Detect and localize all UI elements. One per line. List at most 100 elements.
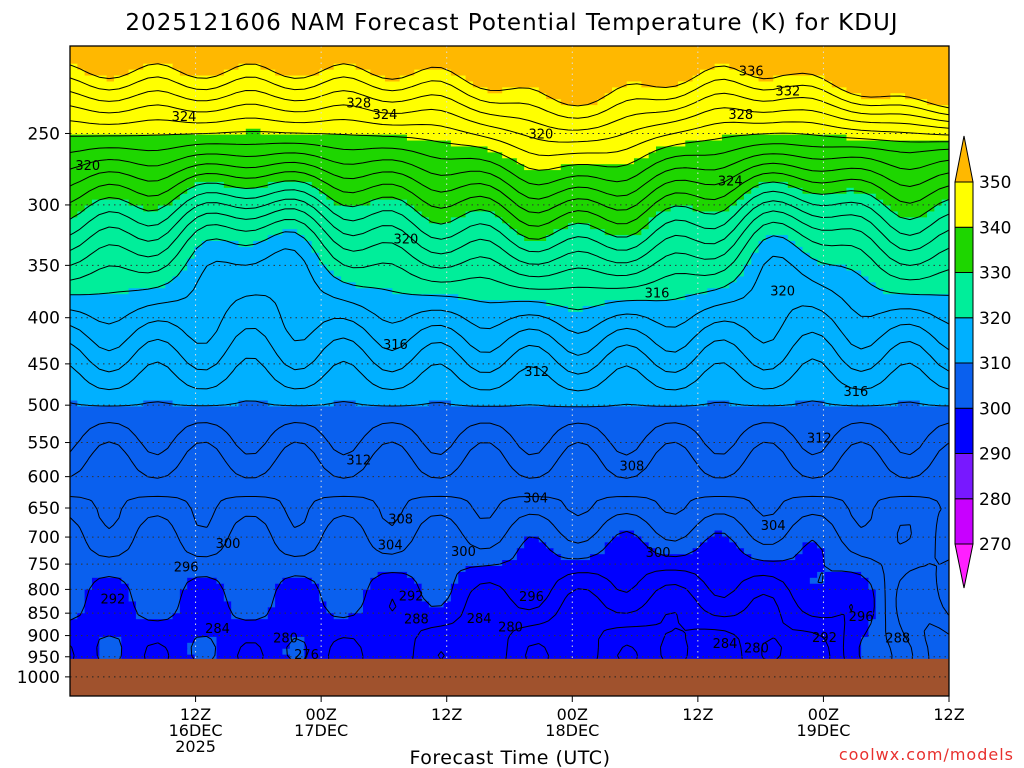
band-cell [70, 122, 949, 130]
band-cell [524, 235, 547, 242]
band-cell [721, 134, 848, 142]
band-cell [319, 252, 752, 260]
contour-label: 316 [383, 338, 408, 353]
band-cell [70, 105, 949, 112]
band-cell [304, 654, 862, 662]
band-cell [267, 400, 335, 408]
band-cell [297, 229, 518, 236]
band-cell [809, 252, 949, 260]
band-cell [70, 530, 620, 538]
band-cell [91, 577, 122, 585]
band-cell [897, 400, 921, 408]
band-cell [282, 577, 313, 585]
band-cell [802, 548, 826, 555]
contour-label: 296 [519, 590, 544, 605]
band-cell [707, 400, 730, 408]
band-cell [721, 530, 949, 538]
band-cell [560, 99, 598, 106]
colorbar-label: 280 [979, 490, 1011, 510]
band-cell [70, 264, 188, 272]
band-cell [414, 205, 672, 213]
band-cell [450, 140, 686, 148]
band-cell [399, 75, 467, 83]
band-cell [604, 93, 862, 100]
band-cell [70, 512, 949, 520]
band-cell [77, 211, 423, 218]
band-cell [319, 589, 364, 597]
band-cell [487, 146, 657, 153]
band-cell [70, 406, 949, 413]
band-cell [861, 642, 949, 650]
band-cell [450, 69, 701, 77]
y-tick-label: 900 [28, 627, 60, 647]
chart-title: 2025121606 NAM Forecast Potential Temper… [125, 10, 898, 36]
contour-label: 280 [744, 642, 769, 657]
y-tick-label: 550 [28, 434, 60, 454]
band-cell [238, 241, 254, 248]
band-cell [70, 199, 93, 207]
x-tick-label: 12Z [431, 705, 462, 724]
band-cell [553, 548, 606, 555]
band-cell [714, 63, 730, 71]
band-cell [99, 642, 122, 650]
band-cell [421, 595, 452, 603]
band-cell [304, 235, 525, 242]
band-cell [70, 329, 949, 337]
contour-label: 304 [523, 492, 548, 507]
y-tick-label: 600 [28, 468, 60, 488]
band-cell [370, 199, 408, 207]
band-cell [223, 181, 269, 189]
contour-label: 332 [775, 84, 800, 99]
band-cell [634, 530, 716, 538]
band-cell [868, 619, 949, 626]
band-cell [787, 235, 949, 242]
band-cell [70, 276, 174, 283]
band-cell [70, 75, 108, 83]
colorbar-label: 340 [979, 218, 1011, 238]
contour-label: 316 [645, 286, 670, 301]
band-cell [707, 288, 884, 295]
band-cell [421, 211, 467, 218]
contour-label: 288 [404, 613, 429, 628]
band-cell [802, 246, 949, 254]
band-cell [641, 229, 949, 236]
band-cell [414, 577, 459, 585]
band-cell [875, 607, 949, 614]
band-cell [216, 577, 284, 585]
y-tick-label: 800 [28, 580, 60, 600]
band-cell [743, 69, 949, 77]
band-cell [135, 607, 181, 614]
contour-label: 300 [216, 537, 241, 552]
band-cell [187, 642, 218, 650]
band-cell [802, 542, 818, 549]
band-cell [846, 264, 949, 272]
band-cell [231, 607, 269, 614]
contour-label: 292 [812, 631, 837, 646]
band-cell [267, 181, 313, 189]
band-cell [187, 577, 218, 585]
band-cell [355, 282, 730, 289]
band-cell [70, 619, 870, 626]
band-cell [685, 140, 949, 148]
contour-label: 328 [346, 96, 371, 111]
band-cell [465, 75, 694, 83]
band-cell [472, 81, 628, 88]
band-cell [560, 164, 949, 171]
band-cell [641, 81, 679, 88]
band-cell [179, 69, 225, 77]
band-cell [450, 589, 877, 597]
band-cell [187, 583, 225, 591]
band-cell [172, 199, 335, 207]
band-cell [84, 595, 130, 603]
colorbar-label: 310 [979, 354, 1011, 374]
contour-label: 324 [172, 110, 197, 125]
band-cell [597, 99, 928, 106]
band-cell [370, 577, 415, 585]
band-cell [890, 93, 906, 100]
band-cell [333, 613, 349, 620]
band-cell [70, 158, 518, 165]
colorbar-segment [954, 407, 974, 454]
band-cell [70, 241, 203, 248]
band-cell [670, 205, 694, 213]
band-cell [729, 63, 949, 71]
